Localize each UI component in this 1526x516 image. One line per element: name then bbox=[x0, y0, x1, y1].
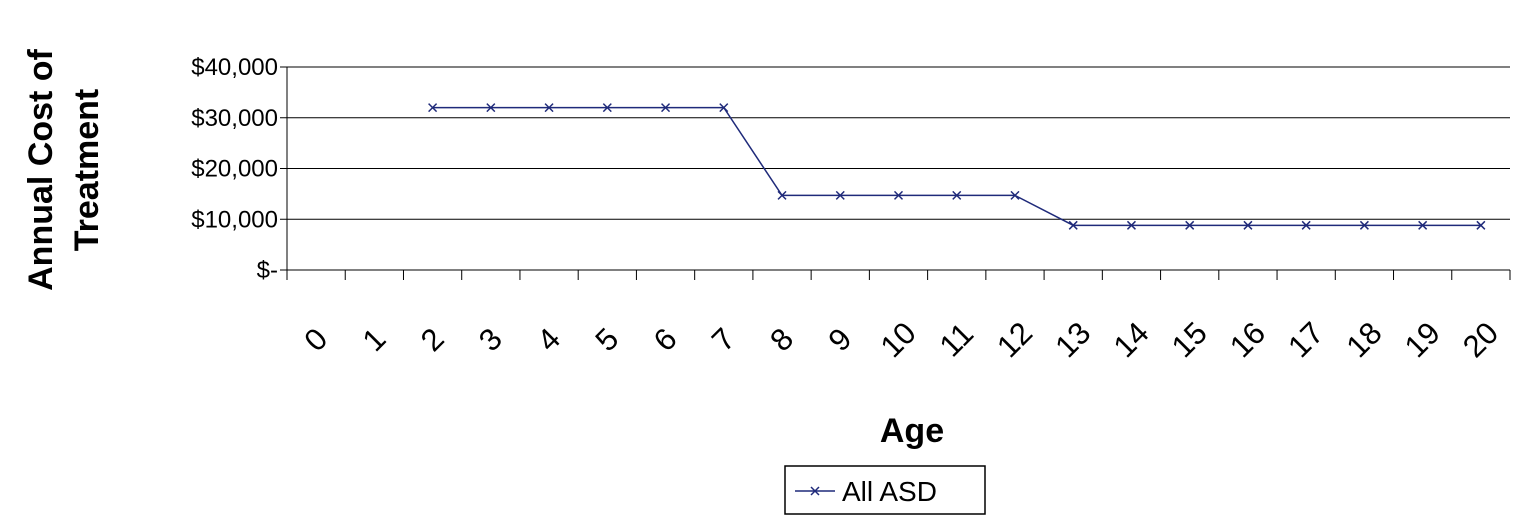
y-tick-label: $40,000 bbox=[191, 54, 278, 81]
data-point-marker bbox=[952, 190, 962, 200]
legend: All ASD bbox=[784, 465, 986, 515]
data-point-marker bbox=[1418, 220, 1428, 230]
x-tick-label: 10 bbox=[874, 315, 923, 364]
x-tick-label: 11 bbox=[933, 316, 981, 364]
data-point-marker bbox=[661, 103, 671, 113]
gridlines bbox=[287, 66, 1510, 220]
y-tick-label: $30,000 bbox=[191, 105, 278, 132]
x-tick-label: 2 bbox=[414, 321, 451, 358]
y-axis-title-line-2: Treatment bbox=[68, 89, 106, 252]
series-line-all-asd bbox=[432, 106, 1481, 227]
x-tick-label: 18 bbox=[1339, 315, 1388, 364]
x-tick-label: 14 bbox=[1107, 315, 1156, 364]
y-axis-title-line-1: Annual Cost of bbox=[22, 48, 60, 290]
data-point-marker bbox=[1243, 220, 1253, 230]
x-tick-label: 9 bbox=[821, 321, 858, 358]
data-point-marker bbox=[428, 103, 438, 113]
data-point-marker bbox=[544, 103, 554, 113]
data-point-marker bbox=[1185, 220, 1195, 230]
x-tick-label: 8 bbox=[763, 321, 800, 358]
x-tick-label: 20 bbox=[1456, 315, 1505, 364]
x-tick-label: 16 bbox=[1223, 315, 1272, 364]
x-tick-label: 1 bbox=[356, 321, 393, 358]
x-tick-label: 15 bbox=[1165, 315, 1214, 364]
x-tick-label: 19 bbox=[1398, 315, 1447, 364]
data-point-marker bbox=[1301, 220, 1311, 230]
x-tick-label: 0 bbox=[297, 321, 334, 358]
data-point-marker bbox=[602, 103, 612, 113]
y-tick-label: $20,000 bbox=[191, 156, 278, 183]
series-lines bbox=[432, 106, 1481, 227]
x-tick-label: 4 bbox=[530, 321, 567, 358]
data-point-marker bbox=[1126, 220, 1136, 230]
x-tick-label: 17 bbox=[1281, 315, 1330, 364]
legend-box bbox=[784, 465, 986, 515]
x-tick-label: 3 bbox=[472, 321, 509, 358]
x-tick-label: 5 bbox=[588, 321, 625, 358]
data-point-marker bbox=[486, 103, 496, 113]
y-tick-labels: $- $10,000 $20,000 $30,000 $40,000 bbox=[191, 54, 278, 284]
legend-label: All ASD bbox=[842, 476, 937, 507]
x-tick-label: 7 bbox=[705, 321, 742, 358]
data-point-marker bbox=[1010, 190, 1020, 200]
data-point-marker bbox=[1476, 220, 1486, 230]
y-tick-label: $10,000 bbox=[191, 206, 278, 233]
data-point-marker bbox=[835, 190, 845, 200]
data-point-marker bbox=[1068, 220, 1078, 230]
x-tick-labels: 0 1 2 3 4 5 6 7 8 9 10 11 12 13 14 15 16 17 18 19 20 bbox=[297, 315, 1505, 364]
data-point-marker bbox=[719, 103, 729, 113]
y-tick-label: $- bbox=[257, 257, 278, 284]
x-tick-label: 13 bbox=[1048, 315, 1097, 364]
data-point-marker bbox=[1359, 220, 1369, 230]
legend-x-marker bbox=[810, 486, 820, 496]
x-tick-label: 6 bbox=[647, 321, 684, 358]
x-axis-title: Age bbox=[880, 412, 944, 450]
data-point-marker bbox=[777, 190, 787, 200]
x-tick-label: 12 bbox=[990, 315, 1039, 364]
axes bbox=[280, 66, 1511, 280]
data-point-marker bbox=[893, 190, 904, 200]
series-markers bbox=[428, 103, 1486, 230]
